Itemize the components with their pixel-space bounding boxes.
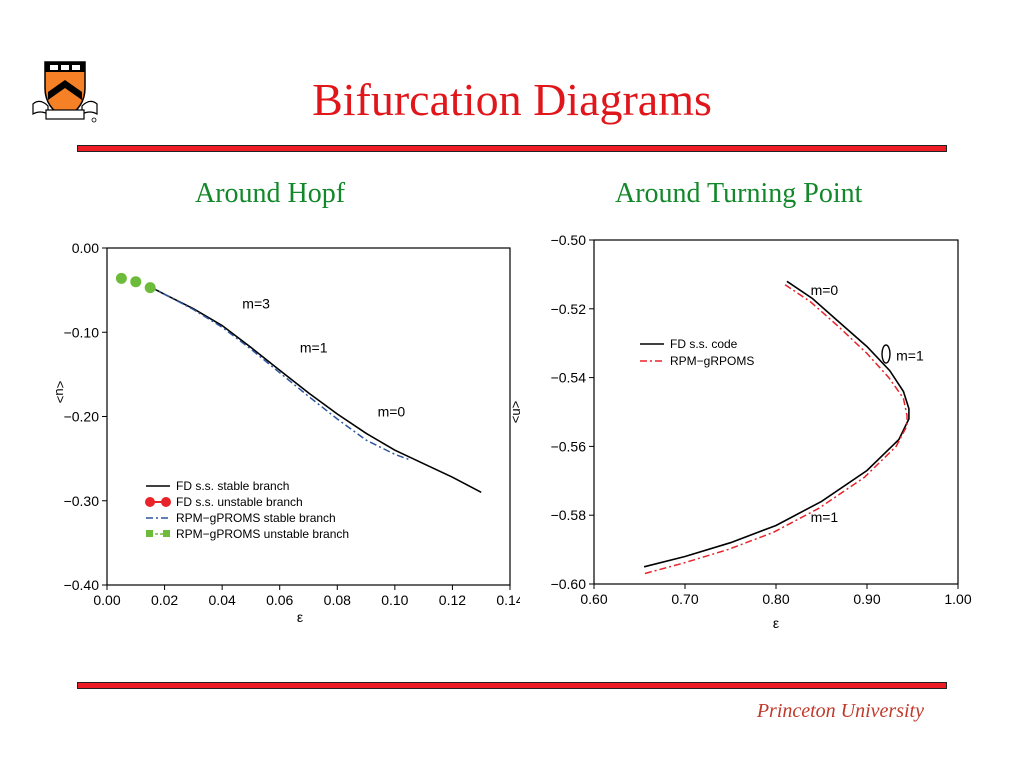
turning-point-chart: 0.60 0.70 0.80 0.90 1.00 −0.50 −0.52 −0.54 −0.56… [508,232,972,631]
legend-label: RPM−gPROMS stable branch [176,511,336,525]
axis-ticks: 0.60 0.70 0.80 0.90 1.00 −0.50 −0.52 −0.54 −0.56… [551,232,972,607]
axis-ticks: 0.00 0.02 0.04 0.06 0.08 0.10 0.12 0.14 0.00 −0.1… [64,240,520,608]
bottom-divider [77,682,947,689]
y-tick-label: −0.30 [64,493,100,509]
x-tick-label: 0.04 [209,592,236,608]
x-tick-label: 0.70 [671,591,698,607]
subtitle-left: Around Hopf [195,178,346,209]
curve-annotation: m=0 [811,282,839,298]
legend: FD s.s. code RPM−gRPOMS [640,337,754,368]
legend-label: RPM−gPROMS unstable branch [176,527,349,541]
series-line [643,280,910,568]
legend-label: FD s.s. stable branch [176,479,289,493]
series-layer [115,272,482,494]
x-tick-label: 0.10 [381,592,408,608]
hopf-bifurcation-chart: 0.00 0.02 0.04 0.06 0.08 0.10 0.12 0.14 0.00 −0.1… [53,240,520,625]
x-tick-label: 0.06 [266,592,293,608]
curve-annotation: m=0 [378,404,406,420]
annotation-layer: m=0 m=1 m=1 [811,282,924,525]
y-tick-label: −0.54 [551,370,587,386]
y-axis-label: <u> [508,401,523,423]
y-tick-label: −0.50 [551,232,587,248]
x-tick-label: 1.00 [944,591,971,607]
y-tick-label: −0.20 [64,409,100,425]
y-tick-label: 0.00 [72,240,99,256]
hopf-point-marker [881,344,891,364]
x-tick-label: 0.02 [151,592,178,608]
x-tick-label: 0.12 [439,592,466,608]
x-tick-label: 0.80 [762,591,789,607]
series-point [115,272,127,284]
x-tick-label: 0.08 [324,592,351,608]
top-divider [77,145,947,152]
curve-annotation: m=1 [896,347,924,363]
y-tick-label: −0.52 [551,301,587,317]
curve-annotation: m=1 [300,339,328,355]
series-line [643,284,908,575]
curve-annotation: m=1 [811,509,839,525]
x-tick-label: 0.14 [496,592,520,608]
legend-label: FD s.s. code [670,337,738,351]
annotation-layer: m=3 m=1 m=0 [242,296,405,420]
x-axis-label: ε [297,609,303,625]
series-layer [643,280,910,575]
series-point [130,276,142,288]
y-tick-label: −0.58 [551,507,587,523]
legend-label: FD s.s. unstable branch [176,495,303,509]
y-tick-label: −0.10 [64,324,100,340]
legend: FD s.s. stable branch FD s.s. unstable br… [145,479,349,541]
series-line [149,286,410,461]
legend-swatch [163,530,170,537]
legend-label: RPM−gRPOMS [670,354,754,368]
plot-area-frame [593,239,959,585]
curve-annotation: m=3 [242,296,270,312]
x-axis-label: ε [773,615,779,631]
y-tick-label: −0.40 [64,577,100,593]
legend-swatch [161,497,171,507]
x-tick-label: 0.90 [853,591,880,607]
series-point [144,282,156,294]
x-tick-label: 0.00 [93,592,120,608]
legend-swatch [146,530,153,537]
subtitle-right: Around Turning Point [615,178,863,209]
y-axis-label: <u> [53,381,68,403]
princeton-shield-logo [32,61,98,123]
x-tick-label: 0.60 [580,591,607,607]
series-line [149,286,482,494]
slide-title: Bifurcation Diagrams [312,74,712,125]
footer-institution: Princeton University [756,700,924,722]
y-tick-label: −0.60 [551,576,587,592]
y-tick-label: −0.56 [551,438,587,454]
